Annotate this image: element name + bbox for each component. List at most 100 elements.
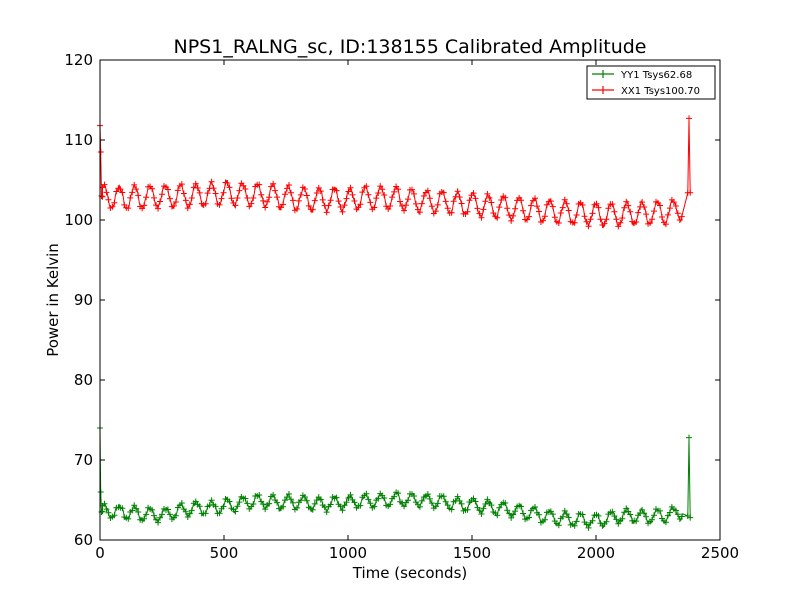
data-point — [494, 214, 501, 221]
data-point — [426, 495, 433, 502]
data-point — [583, 521, 590, 528]
data-point — [184, 513, 191, 520]
data-point — [391, 493, 398, 500]
data-point — [410, 190, 417, 197]
data-point — [418, 497, 425, 504]
data-point — [315, 184, 322, 191]
data-point — [190, 184, 197, 191]
data-point — [557, 209, 564, 216]
legend-box — [586, 65, 716, 100]
data-point — [399, 202, 406, 209]
data-point — [502, 500, 509, 507]
data-point — [674, 210, 681, 217]
data-point — [687, 514, 694, 521]
data-point — [270, 491, 277, 498]
chart-title: NPS1_RALNG_sc, ID:138155 Calibrated Ampl… — [174, 36, 647, 58]
data-point — [305, 202, 312, 209]
data-point — [289, 499, 296, 506]
data-point — [202, 510, 209, 517]
data-point — [555, 522, 562, 529]
data-point — [153, 202, 160, 209]
data-point — [297, 191, 304, 198]
data-point — [131, 502, 138, 509]
data-point — [565, 207, 572, 214]
data-point — [212, 503, 219, 510]
data-point — [470, 190, 477, 197]
data-point — [204, 190, 211, 197]
data-point — [549, 511, 556, 518]
data-point — [337, 503, 344, 510]
data-point — [621, 509, 628, 516]
data-point — [301, 493, 308, 500]
x-tick-label: 500 — [210, 544, 239, 562]
data-point — [355, 204, 362, 211]
series-xx1 — [97, 115, 694, 230]
data-point — [490, 209, 497, 216]
data-point — [520, 207, 527, 214]
data-point — [428, 500, 435, 507]
data-point — [139, 205, 146, 212]
data-point — [623, 198, 630, 205]
data-point — [563, 510, 570, 517]
data-point — [155, 519, 162, 526]
data-point — [389, 194, 396, 201]
data-point — [341, 202, 348, 209]
data-point — [182, 508, 189, 515]
data-point — [149, 506, 156, 513]
data-point — [375, 190, 382, 197]
data-point — [518, 503, 525, 510]
data-point — [234, 195, 241, 202]
data-point — [416, 209, 423, 216]
data-point — [651, 208, 658, 215]
x-tick-label: 2000 — [577, 544, 615, 562]
series-markers-xx1 — [97, 115, 694, 230]
data-point — [381, 192, 388, 199]
data-point — [664, 512, 671, 519]
data-point — [615, 223, 622, 230]
data-point — [601, 220, 608, 227]
data-point — [262, 506, 269, 513]
data-point — [678, 213, 685, 220]
data-point — [496, 204, 503, 211]
data-point — [282, 497, 289, 504]
data-point — [258, 191, 265, 198]
x-tick-label: 2500 — [701, 544, 739, 562]
data-point — [512, 508, 519, 515]
data-point — [256, 181, 263, 188]
data-point — [533, 203, 540, 210]
data-point — [309, 506, 316, 513]
series-markers-yy1 — [97, 425, 694, 531]
data-point — [639, 506, 646, 513]
data-point — [609, 508, 616, 515]
data-point — [164, 186, 171, 193]
data-point — [274, 499, 281, 506]
data-point — [442, 498, 449, 505]
data-point — [559, 513, 566, 520]
data-point — [589, 517, 596, 524]
data-point — [125, 205, 132, 212]
data-point — [228, 195, 235, 202]
data-point — [111, 199, 118, 206]
data-point — [178, 181, 185, 188]
data-point — [442, 198, 449, 205]
data-point — [327, 197, 334, 204]
data-point — [478, 214, 485, 221]
data-point — [502, 194, 509, 201]
data-point — [649, 216, 656, 223]
data-point — [672, 202, 679, 209]
data-point — [293, 504, 300, 511]
data-point — [381, 494, 388, 501]
data-point — [641, 510, 648, 517]
data-point — [192, 180, 199, 187]
data-point — [375, 495, 382, 502]
data-point — [454, 493, 461, 500]
data-point — [504, 205, 511, 212]
data-point — [496, 504, 503, 511]
data-point — [635, 209, 642, 216]
data-point — [186, 510, 193, 517]
data-point — [408, 186, 415, 193]
x-axis-label: Time (seconds) — [352, 564, 468, 582]
data-point — [686, 115, 692, 122]
data-point — [125, 515, 132, 522]
data-point — [559, 204, 566, 211]
